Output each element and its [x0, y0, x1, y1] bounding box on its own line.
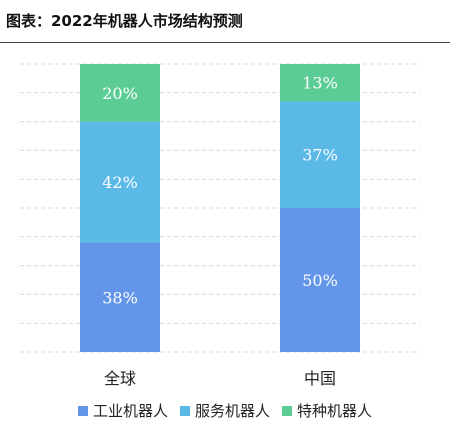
chart-legend: 工业机器人 服务机器人 特种机器人	[0, 400, 450, 421]
data-label: 13%	[302, 74, 338, 93]
data-label: 37%	[302, 146, 338, 165]
legend-item: 特种机器人	[282, 400, 372, 421]
category-label: 全球	[104, 369, 136, 388]
legend-swatch	[282, 405, 292, 416]
data-label: 42%	[102, 173, 138, 192]
stacked-bar-chart: 38% 42% 20% 全球 50% 37% 13% 中国	[20, 63, 420, 388]
bar-segment	[280, 64, 360, 102]
category-label: 中国	[304, 369, 336, 388]
data-label: 20%	[102, 84, 138, 103]
legend-label: 服务机器人	[194, 402, 270, 420]
title-divider	[0, 42, 450, 43]
legend-item: 工业机器人	[77, 400, 168, 421]
legend-swatch	[77, 405, 88, 416]
data-label: 50%	[302, 271, 338, 290]
bar-segment	[280, 101, 360, 208]
figure-title: 图表：2022年机器人市场结构预测	[6, 12, 243, 30]
bar-segment	[80, 242, 160, 352]
legend-item: 服务机器人	[179, 400, 270, 421]
bar-segment	[80, 121, 160, 243]
bar-segment	[80, 64, 160, 122]
data-label: 38%	[102, 288, 138, 307]
legend-label: 特种机器人	[297, 402, 373, 420]
legend-swatch	[179, 405, 190, 416]
legend-label: 工业机器人	[92, 402, 168, 420]
bar-segment	[280, 208, 360, 352]
